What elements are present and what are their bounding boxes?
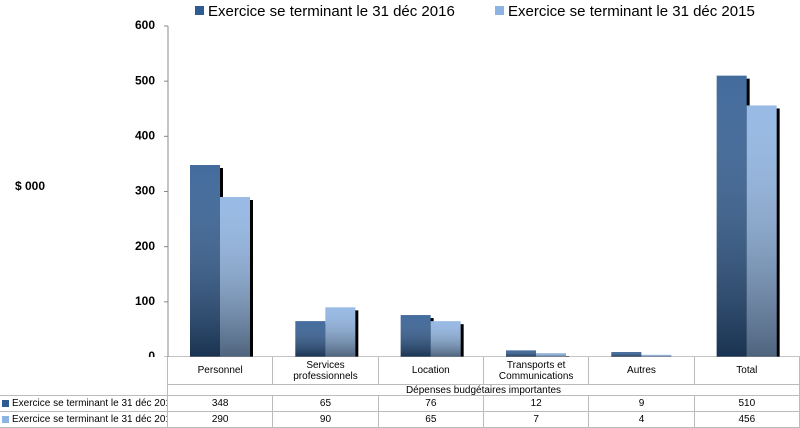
bar-shade (400, 315, 431, 357)
table-swatch (2, 416, 9, 423)
table-corner (0, 385, 168, 396)
y-tick-label: 300 (135, 184, 155, 198)
category-label: Location (378, 357, 484, 385)
table-value: 290 (168, 412, 274, 428)
category-label: Total (694, 357, 800, 385)
bar-shade (190, 165, 220, 357)
category-label: Personnel (168, 357, 274, 385)
category-label: Autres (589, 357, 695, 385)
y-axis-label: $ 000 (15, 179, 45, 193)
table-value: 12 (484, 396, 590, 412)
table-value: 65 (273, 396, 379, 412)
table-swatch (2, 400, 9, 407)
table-value: 90 (273, 412, 379, 428)
table-corner (0, 357, 168, 385)
table-value: 348 (168, 396, 274, 412)
bar-shade (325, 307, 356, 357)
bar-shade (430, 321, 461, 357)
table-value: 65 (378, 412, 484, 428)
y-tick-label: 400 (135, 129, 155, 143)
table-value: 4 (589, 412, 695, 428)
y-tick-label: 500 (135, 73, 155, 87)
category-label: Transports et Communications (484, 357, 590, 385)
y-tick-label: 600 (135, 18, 155, 32)
legend-swatch (495, 6, 504, 15)
table-series-name: Exercice se terminant le 31 déc 2016 (0, 396, 168, 412)
legend-label: Exercice se terminant le 31 déc 2015 (508, 3, 755, 20)
table-value: 456 (694, 412, 800, 428)
legend-label: Exercice se terminant le 31 déc 2016 (208, 3, 455, 20)
bar-shade (716, 75, 747, 357)
y-tick-label: 100 (135, 294, 155, 308)
legend-swatch (195, 6, 204, 15)
bar-shade (506, 350, 536, 357)
chart: $ 000 0 100 200 300 400 500 600 Exercice se ter… (15, 3, 800, 357)
table-value: 9 (589, 396, 695, 412)
bar-shade (220, 197, 250, 357)
table-series-label: Exercice se terminant le 31 déc 2015 (12, 414, 168, 425)
bar-shade (536, 353, 566, 357)
table-series-name: Exercice se terminant le 31 déc 2015 (0, 412, 168, 428)
bar-shade (295, 321, 326, 357)
x-axis-label: Dépenses budgétaires importantes (168, 385, 800, 396)
y-tick-label: 200 (135, 239, 155, 253)
table-value: 76 (378, 396, 484, 412)
y-tick-label: 0 (148, 349, 155, 357)
table-value: 510 (694, 396, 800, 412)
table-value: 7 (484, 412, 590, 428)
category-label: Services professionnels (273, 357, 379, 385)
bar-shade (641, 354, 672, 357)
table-series-label: Exercice se terminant le 31 déc 2016 (12, 398, 168, 409)
bar-shade (746, 105, 777, 357)
data-table: Personnel Services professionnels Location… (0, 357, 800, 428)
bar-shade (611, 352, 642, 357)
